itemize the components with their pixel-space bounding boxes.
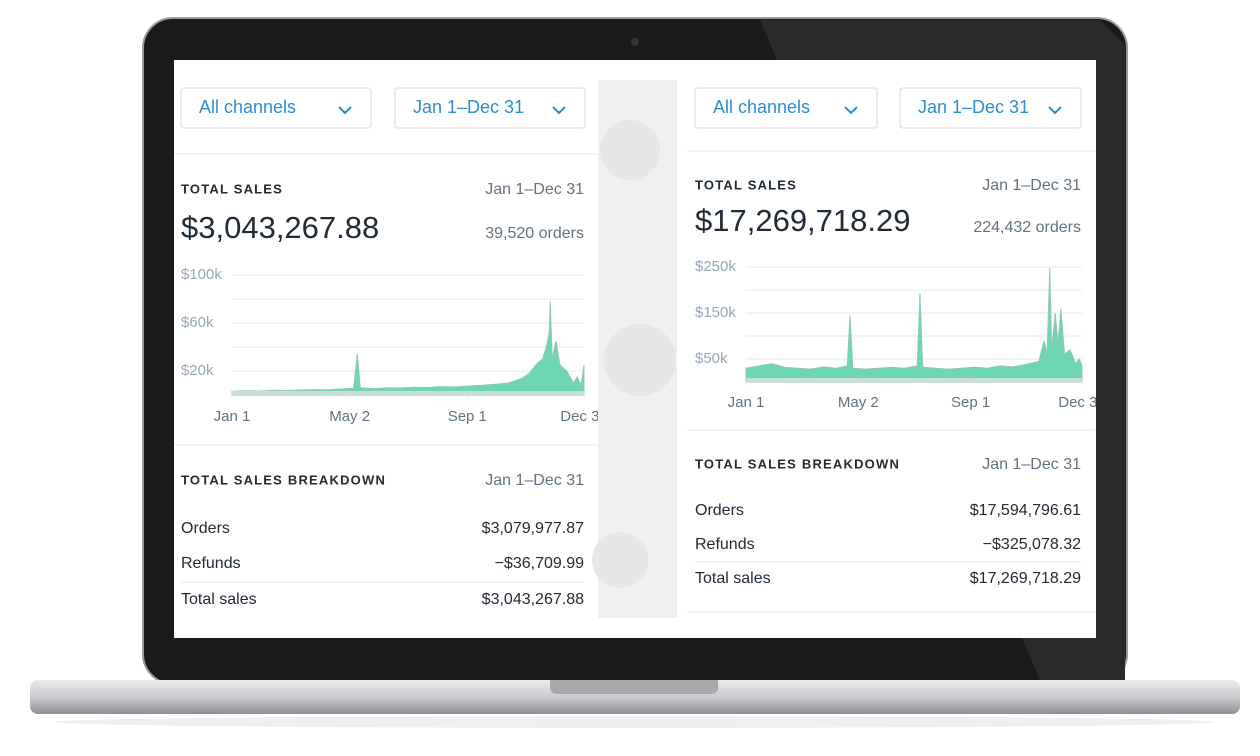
sales-area (745, 267, 1083, 383)
dropdown[interactable]: Jan 1–Dec 31 (394, 87, 586, 129)
y-tick-bg (693, 304, 742, 322)
row-value: −$36,709.99 (495, 555, 585, 572)
row-label: Orders (181, 520, 230, 537)
y-tick-label: $60k (181, 314, 214, 331)
pattern-shape (604, 324, 676, 396)
dropdown-box[interactable] (899, 87, 1082, 129)
orders-count: 224,432 orders (973, 219, 1081, 236)
baseline (746, 378, 1082, 382)
x-tick-label: Sep 1 (448, 408, 487, 425)
row-label: Refunds (695, 536, 755, 553)
dashboard-panel: All channels Jan 1–Dec 31 TOTAL SALES Jan 1… (687, 87, 1106, 613)
row-label: Total sales (695, 570, 771, 587)
chevron[interactable] (552, 106, 566, 115)
y-tick-label: $100k (181, 266, 222, 283)
x-tick-label: May 2 (329, 408, 370, 425)
dropdown[interactable]: Jan 1–Dec 31 (899, 87, 1082, 129)
date-range: Jan 1–Dec 31 (982, 177, 1081, 194)
laptop-base (30, 680, 1240, 714)
row-value: $17,594,796.61 (970, 502, 1081, 519)
x-tick-label: Sep 1 (951, 394, 990, 411)
row-label: Orders (695, 502, 744, 519)
y-tick-bg (179, 314, 228, 332)
dropdown-label[interactable]: All channels (199, 97, 296, 117)
section-title: TOTAL SALES BREAKDOWN (695, 456, 900, 471)
laptop-notch (550, 680, 718, 694)
date-range: Jan 1–Dec 31 (485, 181, 584, 198)
row-value: $17,269,718.29 (970, 570, 1081, 587)
y-tick-label: $20k (181, 362, 214, 379)
row-value: −$325,078.32 (983, 536, 1081, 553)
y-tick-label: $150k (695, 304, 736, 321)
y-tick-bg (693, 258, 742, 276)
row-value: $3,079,977.87 (482, 520, 584, 537)
shadow (55, 716, 1215, 728)
dropdown-box[interactable] (694, 87, 878, 129)
dropdown-label[interactable]: All channels (713, 97, 810, 117)
row-value: $3,043,267.88 (482, 591, 584, 608)
row-label: Refunds (181, 555, 241, 572)
x-tick-label: May 2 (838, 394, 879, 411)
pattern-shape (600, 120, 660, 180)
chevron[interactable] (338, 106, 352, 115)
date-range: Jan 1–Dec 31 (982, 456, 1081, 473)
x-tick-label: Dec 31 (1058, 394, 1106, 411)
baseline (232, 391, 584, 395)
y-tick-label: $250k (695, 258, 736, 275)
y-tick-bg (693, 350, 742, 368)
orders-count: 39,520 orders (485, 225, 584, 242)
camera (631, 38, 639, 46)
section-title: TOTAL SALES (181, 181, 283, 196)
y-tick-label: $50k (695, 350, 728, 367)
total-amount: $17,269,718.29 (695, 203, 911, 238)
dropdown-label[interactable]: Jan 1–Dec 31 (918, 97, 1029, 117)
dashboard-panel: All channels Jan 1–Dec 31 TOTAL SALES Jan 1… (174, 87, 608, 608)
dropdown[interactable]: All channels (694, 87, 878, 129)
section-title: TOTAL SALES (695, 177, 797, 192)
pattern-shape (592, 532, 648, 588)
dropdown-box[interactable] (180, 87, 372, 129)
chevron[interactable] (844, 106, 858, 115)
y-tick-bg (179, 266, 228, 284)
sales-area (231, 301, 585, 396)
row-label: Total sales (181, 591, 257, 608)
total-amount: $3,043,267.88 (181, 210, 379, 245)
dropdown[interactable]: All channels (180, 87, 372, 129)
y-tick-bg (179, 362, 228, 380)
date-range: Jan 1–Dec 31 (485, 472, 584, 489)
x-tick-label: Dec 31 (560, 408, 608, 425)
x-tick-label: Jan 1 (214, 408, 251, 425)
dropdown-label[interactable]: Jan 1–Dec 31 (413, 97, 524, 117)
x-tick-label: Jan 1 (728, 394, 765, 411)
panels: All channels Jan 1–Dec 31 TOTAL SALES Jan 1… (174, 87, 1106, 613)
chevron[interactable] (1048, 106, 1062, 115)
section-title: TOTAL SALES BREAKDOWN (181, 472, 386, 487)
dropdown-box[interactable] (394, 87, 586, 129)
